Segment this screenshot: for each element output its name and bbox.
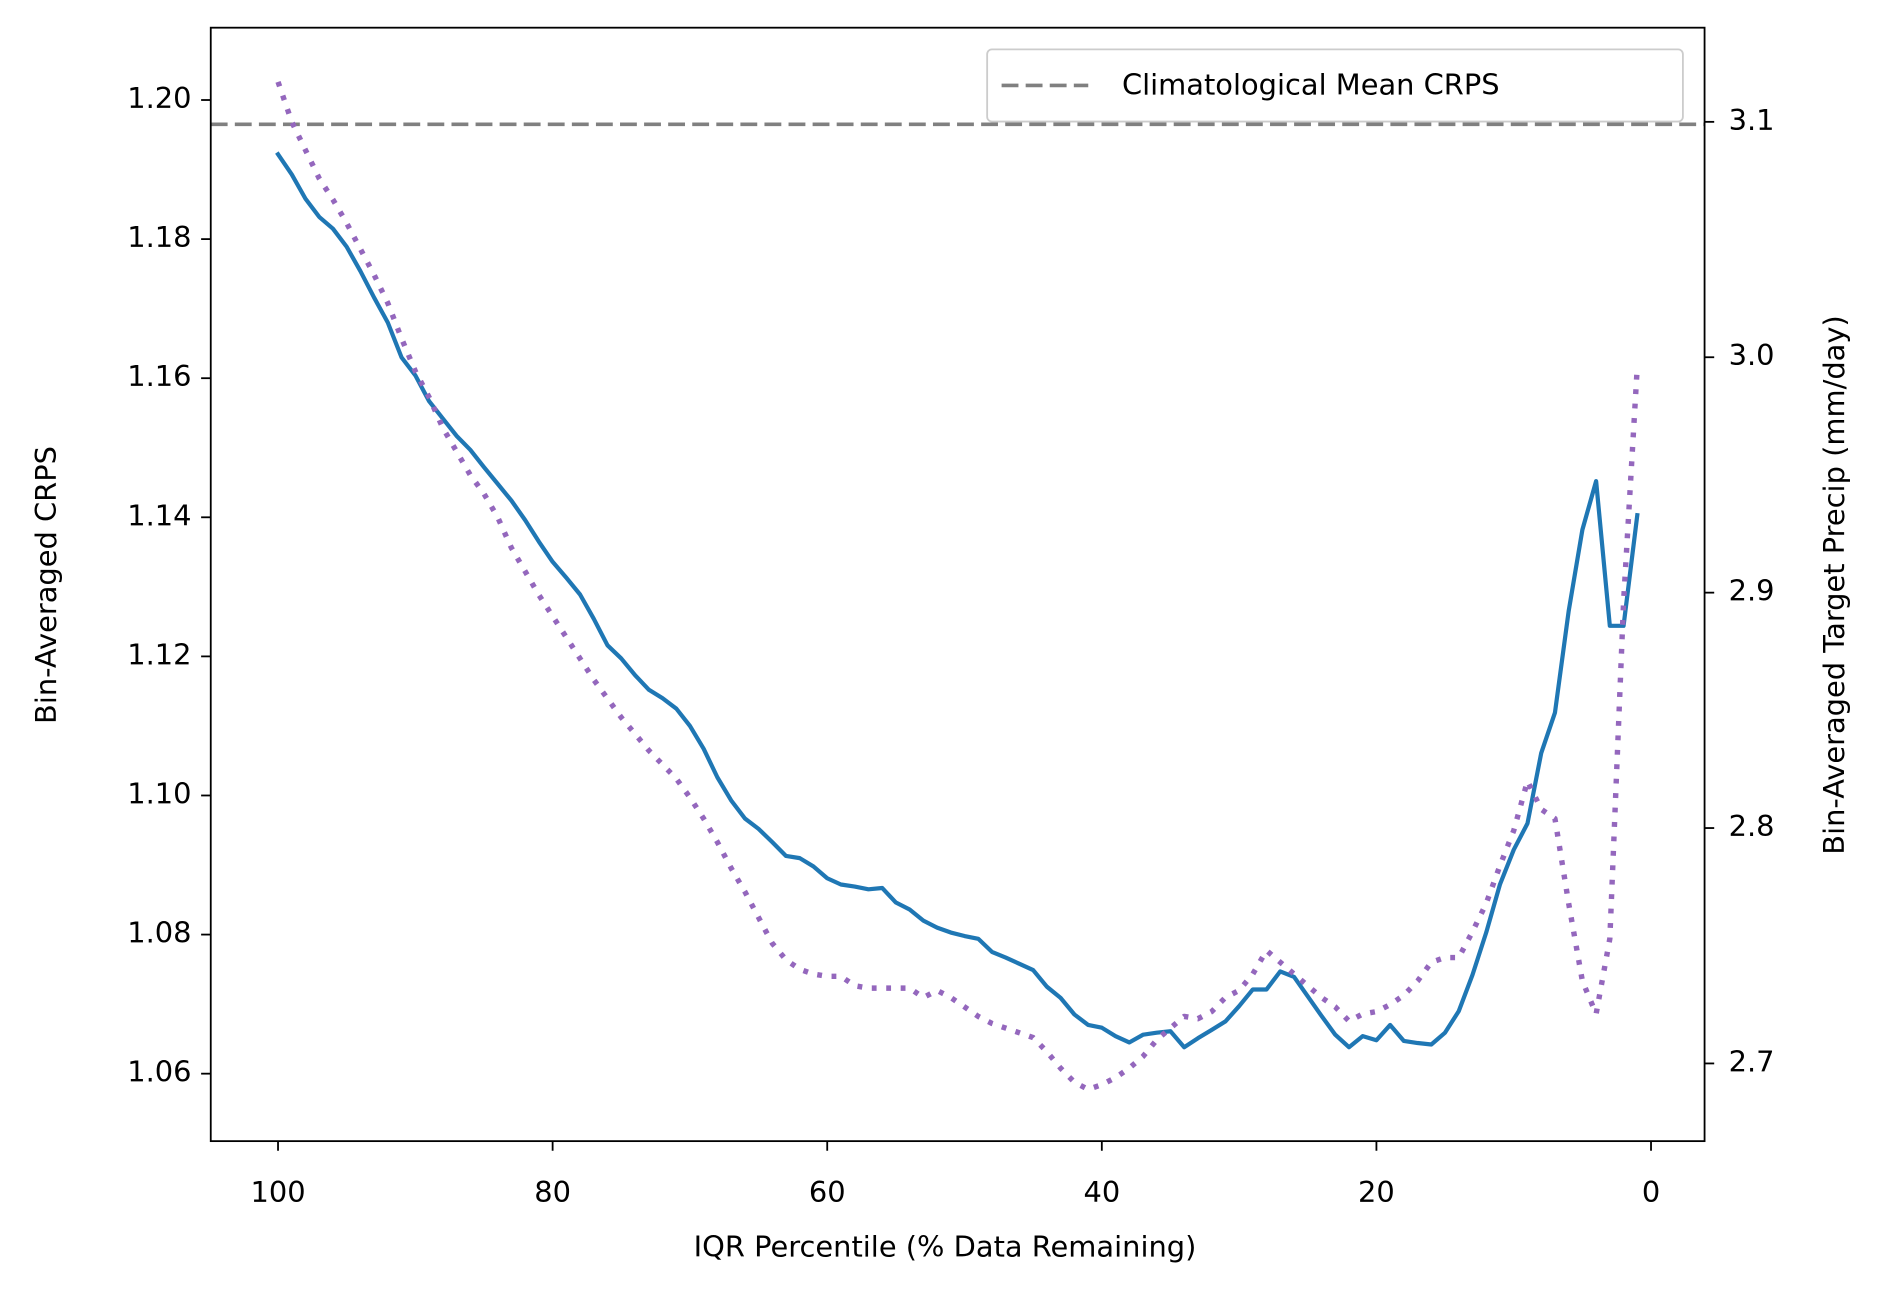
y2-axis-label: Bin-Averaged Target Precip (mm/day): [1817, 315, 1851, 854]
y-tick-label: 1.18: [127, 220, 191, 254]
x-tick-label: 60: [809, 1175, 846, 1209]
y2-tick-label: 2.7: [1729, 1044, 1775, 1078]
y-tick-label: 1.08: [127, 916, 191, 950]
x-tick-label: 0: [1642, 1175, 1660, 1209]
y-tick-label: 1.16: [127, 359, 191, 393]
x-tick-label: 20: [1358, 1175, 1395, 1209]
y-axis-label: Bin-Averaged CRPS: [29, 446, 63, 724]
y-tick-label: 1.10: [127, 776, 191, 810]
data-line: [275, 80, 1640, 1093]
data-line: [275, 151, 1640, 1050]
legend-label: Climatological Mean CRPS: [1122, 68, 1500, 102]
x-tick-label: 40: [1083, 1175, 1120, 1209]
x-axis-label: IQR Percentile (% Data Remaining): [694, 1229, 1197, 1263]
y-tick-label: 1.20: [127, 81, 191, 115]
y-tick-label: 1.06: [127, 1055, 191, 1089]
plot-frame: [209, 26, 1706, 1143]
x-tick-label: 80: [534, 1175, 571, 1209]
y2-tick-label: 2.8: [1729, 809, 1775, 843]
y2-tick-label: 2.9: [1729, 574, 1775, 608]
y-tick-label: 1.14: [127, 498, 191, 532]
legend-box: [986, 48, 1684, 123]
y2-tick-label: 3.0: [1729, 338, 1775, 372]
y2-tick-label: 3.1: [1729, 103, 1775, 137]
x-tick-label: 100: [250, 1175, 305, 1209]
y-tick-label: 1.12: [127, 637, 191, 671]
